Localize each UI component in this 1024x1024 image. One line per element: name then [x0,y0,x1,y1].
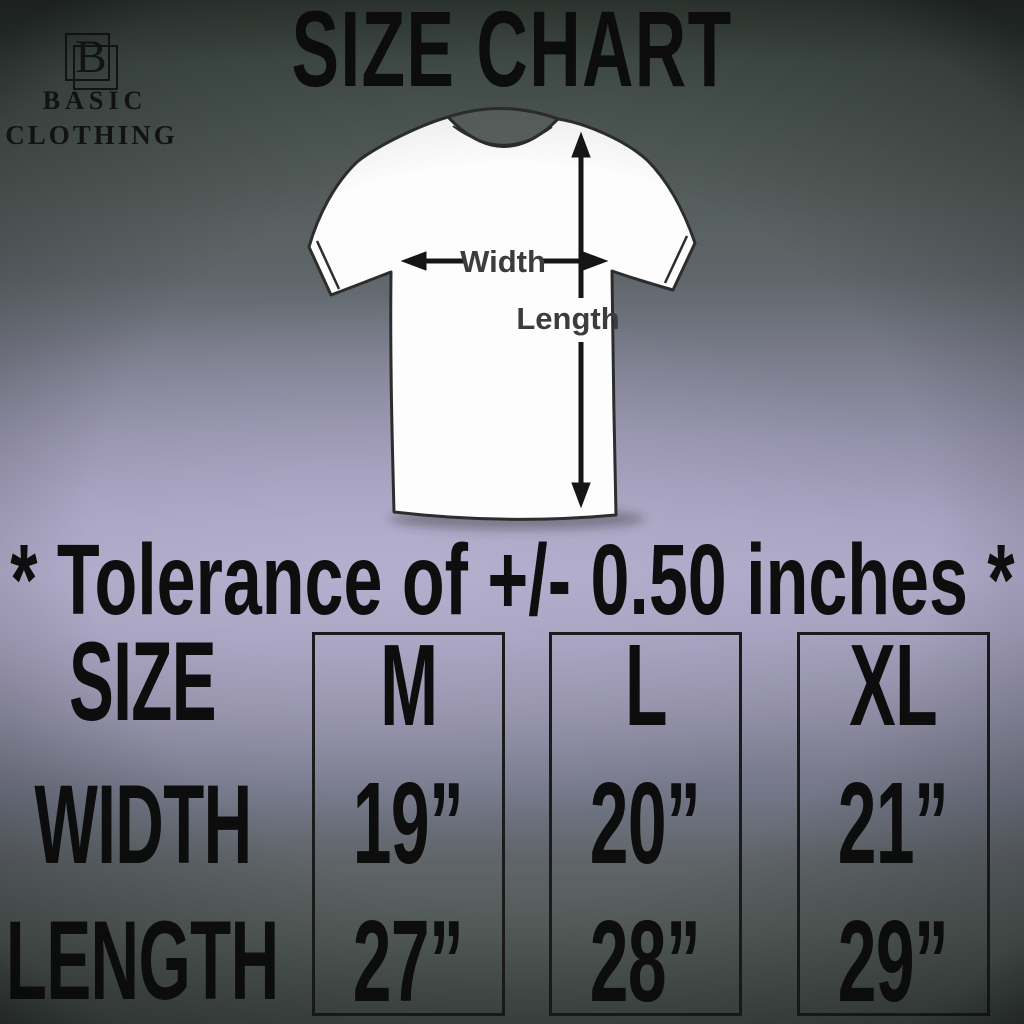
width-label: Width [460,244,546,279]
tshirt-diagram: Width Length [307,106,697,530]
size-value-m: M [379,620,438,750]
row-label-width: WIDTH [33,761,252,887]
length-label: Length [516,301,619,336]
brand-name-line2: CLOTHING [5,120,178,150]
size-column-m: M 19” 27” [312,620,505,1024]
page-title: SIZE CHART [291,0,733,109]
width-value-l: 20” [590,758,701,888]
width-value-m: 19” [353,758,464,888]
row-label-size: SIZE [69,618,217,744]
size-column-l: L 20” 28” [549,620,742,1024]
length-value-m: 27” [353,896,464,1024]
size-column-xl: XL 21” 29” [797,620,990,1024]
size-value-xl: XL [849,620,938,750]
size-value-l: L [624,620,668,750]
row-label-length: LENGTH [6,897,279,1023]
length-value-xl: 29” [838,896,949,1024]
tshirt-outline [307,107,697,521]
tolerance-note: * Tolerance of +/- 0.50 inches * [9,523,1015,636]
length-value-l: 28” [590,896,701,1024]
width-value-xl: 21” [838,758,949,888]
